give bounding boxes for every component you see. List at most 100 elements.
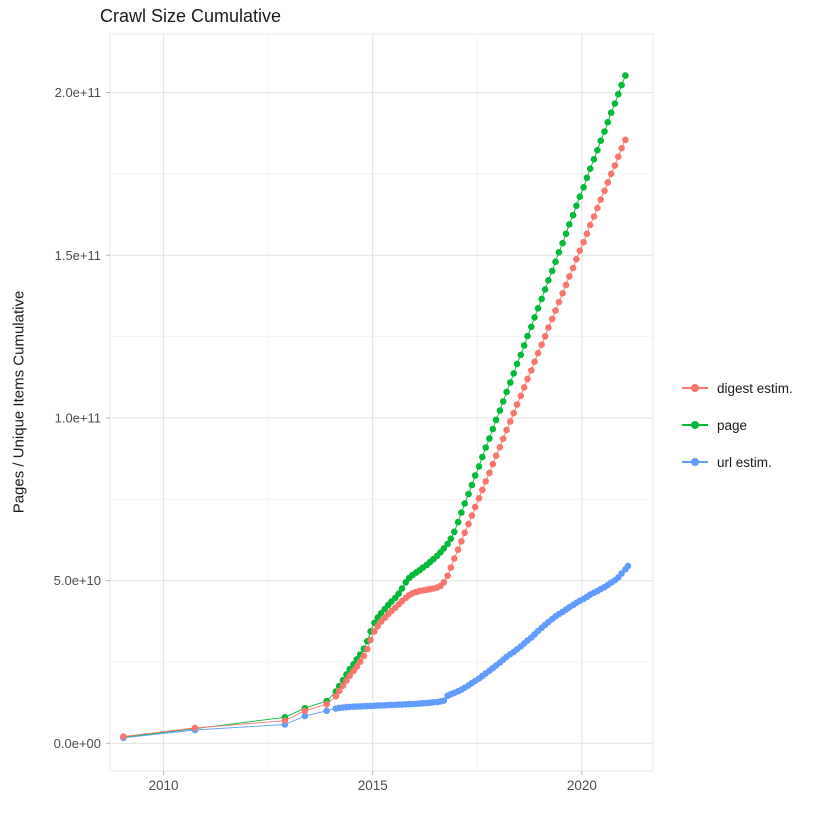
data-point bbox=[590, 156, 598, 163]
legend-item-url-estim: url estim. bbox=[682, 454, 793, 470]
data-point bbox=[479, 486, 486, 494]
data-point bbox=[486, 435, 493, 442]
data-point bbox=[471, 472, 479, 479]
data-point bbox=[454, 518, 462, 526]
data-point bbox=[586, 165, 594, 172]
data-point bbox=[538, 341, 545, 349]
data-point bbox=[492, 416, 500, 424]
data-point bbox=[541, 333, 549, 340]
series-url-estim bbox=[120, 562, 632, 742]
data-point bbox=[528, 323, 535, 331]
data-point bbox=[458, 509, 465, 516]
data-point bbox=[580, 238, 587, 246]
data-point bbox=[499, 435, 507, 443]
data-point bbox=[447, 535, 455, 542]
data-point bbox=[607, 109, 615, 116]
data-point bbox=[552, 307, 559, 314]
data-point bbox=[569, 211, 577, 219]
data-point bbox=[465, 520, 472, 528]
data-point bbox=[510, 370, 517, 377]
data-point bbox=[534, 349, 542, 357]
data-point bbox=[573, 255, 580, 263]
data-point bbox=[538, 295, 545, 303]
legend-label-page: page bbox=[717, 417, 748, 433]
data-point bbox=[583, 174, 591, 182]
data-point bbox=[524, 332, 531, 340]
data-point bbox=[356, 658, 364, 665]
data-point bbox=[576, 247, 584, 254]
data-point bbox=[569, 264, 577, 272]
y-tick-label: 5.0e+10 bbox=[54, 573, 101, 588]
data-point bbox=[586, 221, 594, 229]
data-point bbox=[597, 137, 604, 144]
data-point bbox=[618, 81, 625, 89]
legend-label-digest-estim: digest estim. bbox=[717, 380, 793, 396]
data-point bbox=[471, 503, 479, 511]
data-point bbox=[531, 314, 538, 321]
data-point bbox=[482, 444, 490, 451]
data-point bbox=[332, 692, 340, 700]
data-point bbox=[594, 146, 601, 154]
data-point bbox=[458, 538, 465, 545]
data-point bbox=[513, 360, 521, 368]
data-point bbox=[611, 162, 619, 169]
data-point bbox=[559, 239, 566, 247]
legend-key-point-line bbox=[682, 382, 708, 394]
data-point bbox=[323, 707, 331, 715]
data-point bbox=[440, 697, 448, 704]
data-point bbox=[615, 90, 622, 98]
data-point bbox=[440, 545, 448, 552]
data-point bbox=[615, 153, 622, 160]
x-tick-label: 2010 bbox=[149, 778, 179, 793]
data-point bbox=[611, 100, 619, 107]
data-point bbox=[541, 286, 549, 293]
series-digest-estim bbox=[120, 136, 629, 740]
data-point bbox=[489, 425, 497, 433]
data-point bbox=[374, 622, 382, 630]
data-point bbox=[461, 500, 469, 507]
data-point bbox=[492, 452, 500, 460]
data-point bbox=[528, 367, 535, 374]
data-point bbox=[465, 490, 472, 498]
data-point bbox=[552, 258, 559, 266]
data-point bbox=[353, 663, 361, 670]
data-point bbox=[475, 495, 483, 502]
data-point bbox=[517, 351, 525, 359]
data-point bbox=[486, 469, 493, 477]
data-point bbox=[604, 118, 612, 126]
data-point bbox=[444, 540, 451, 548]
data-point bbox=[524, 375, 531, 383]
data-point bbox=[398, 585, 406, 592]
data-point bbox=[482, 478, 490, 485]
data-point bbox=[520, 384, 528, 391]
data-point bbox=[339, 682, 347, 689]
legend-key-point-line bbox=[682, 419, 708, 431]
data-point bbox=[507, 379, 514, 386]
data-point bbox=[503, 388, 510, 396]
data-point bbox=[622, 72, 629, 79]
data-point bbox=[618, 144, 625, 152]
data-point bbox=[517, 392, 525, 400]
data-point bbox=[555, 249, 563, 256]
data-point bbox=[335, 687, 343, 695]
data-point bbox=[451, 555, 458, 562]
data-point bbox=[566, 273, 573, 280]
data-point bbox=[607, 170, 615, 178]
data-point bbox=[559, 290, 566, 297]
y-tick-label: 0.0e+00 bbox=[54, 736, 101, 751]
data-point bbox=[444, 572, 451, 580]
data-point bbox=[507, 418, 514, 425]
x-tick-label: 2020 bbox=[567, 778, 597, 793]
data-point bbox=[624, 562, 632, 570]
data-point bbox=[503, 426, 510, 434]
data-point bbox=[562, 281, 570, 289]
y-axis-title: Pages / Unique Items Cumulative bbox=[10, 290, 28, 514]
legend-item-page: page bbox=[682, 417, 793, 433]
chart-title: Crawl Size Cumulative bbox=[100, 6, 282, 26]
data-point bbox=[601, 128, 608, 135]
data-point bbox=[496, 443, 504, 451]
y-tick-label: 1.5e+11 bbox=[55, 248, 101, 263]
data-point bbox=[590, 213, 598, 220]
data-point bbox=[468, 512, 476, 519]
